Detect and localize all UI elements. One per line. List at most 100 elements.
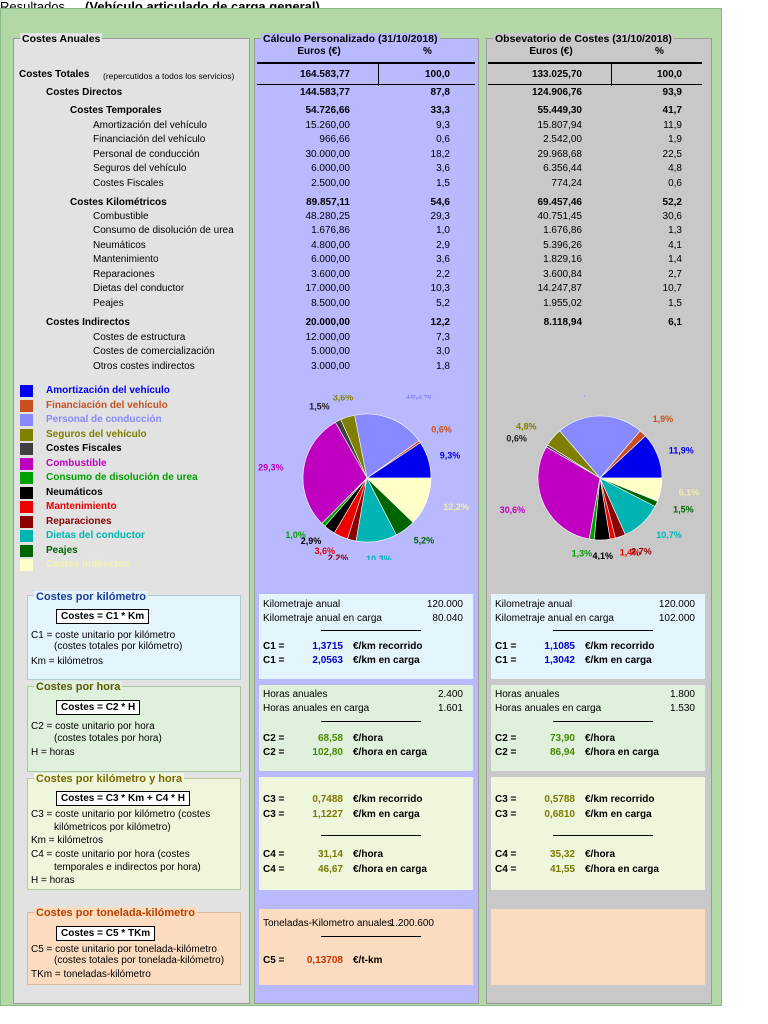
coef-key: C5 = [263, 955, 285, 966]
result-label: Kilometraje anual en carga [263, 613, 382, 624]
cost-row-note: (repercutidos a todos los servicios) [103, 71, 235, 81]
o-pct-value: 1,3 [668, 225, 682, 236]
coef-value: 35,32 [549, 849, 575, 860]
coef-unit: €/hora en carga [353, 747, 427, 758]
o-euros-value: 2.542,00 [543, 134, 582, 145]
coef-value: 73,90 [549, 733, 575, 744]
legend-swatch [20, 414, 33, 426]
pie-data-label: 1,3% [572, 548, 593, 558]
kmh-formula: Costes = C3 * Km + C4 * H [56, 791, 190, 806]
p-euros-value: 30.000,00 [305, 149, 351, 160]
cost-row-label: Costes Indirectos [46, 317, 130, 328]
observatory-pie-chart: 11,9% 1,9% 22,5% 4,8% 0,6% 30,6% 1,3%4,1% 1,4%2… [500, 395, 700, 560]
result-value: 1.200.600 [389, 918, 435, 929]
cost-row-label: Personal de conducción [93, 149, 200, 160]
coef-key: C4 = [495, 849, 517, 860]
p-totals-rule [257, 84, 475, 85]
hora-def1b: (costes totales por hora) [54, 733, 162, 744]
hora-def1: C2 = coste unitario por hora [31, 721, 155, 732]
p-euros-value: 5.000,00 [311, 346, 350, 357]
legend-label: Peajes [46, 544, 78, 556]
o-pct-value: 4,8 [668, 163, 682, 174]
cost-row-label: Amortización del vehículo [93, 120, 207, 131]
legend-label: Mantenimiento [46, 501, 117, 512]
pie-data-label: 1,5% [673, 505, 694, 515]
coef-key: C4 = [263, 864, 285, 875]
kmh-d1: C3 = coste unitario por kilómetro (coste… [31, 809, 211, 820]
result-value: 1.601 [437, 703, 463, 714]
coef-key: C1 = [495, 655, 517, 666]
p-pct-value: 3,6 [436, 254, 450, 265]
p-euros-value: 966,66 [319, 134, 350, 145]
kmh-d1b: kilómetricos por kilómetro) [54, 822, 171, 833]
o-euros-value: 1.676,86 [543, 225, 582, 236]
cost-row-label: Mantenimiento [93, 254, 159, 265]
p-euros-value: 20.000,00 [305, 317, 351, 328]
coef-key: C3 = [495, 794, 517, 805]
pie-data-label: 22,5% [573, 395, 599, 397]
p-euros-value: 2.500,00 [311, 178, 350, 189]
legend-swatch [20, 530, 33, 542]
coef-value: 0,6810 [544, 809, 575, 820]
legend-label: Dietas del conductor [46, 530, 145, 541]
o-tkm-box [491, 909, 705, 985]
p-euros-value: 3.000,00 [311, 361, 350, 372]
o-pct-value: 100,0 [656, 69, 682, 80]
coef-unit: €/km en carga [585, 655, 652, 666]
p-euros-value: 1.676,86 [311, 225, 350, 236]
kmh-d3b: temporales e indirectos por hora) [54, 862, 201, 873]
pie-data-label: 2,9% [301, 536, 322, 546]
result-label: Kilometraje anual en carga [495, 613, 614, 624]
coef-value: 41,55 [549, 864, 575, 875]
coef-value: 86,94 [549, 747, 575, 758]
o-euros-value: 5.396,26 [543, 240, 582, 251]
coef-unit: €/t-km [353, 955, 383, 966]
pie-data-label: 2,7% [631, 547, 652, 557]
o-pct-value: 93,9 [662, 87, 682, 98]
cost-row-label: Costes de estructura [93, 332, 186, 343]
p-euros-value: 6.000,00 [311, 254, 350, 265]
coef-value: 68,58 [317, 733, 343, 744]
p-col-divider [378, 62, 379, 86]
result-value: 80.040 [432, 613, 463, 624]
o-euros-value: 69.457,46 [537, 197, 583, 208]
o-euros-value: 8.118,94 [543, 317, 582, 328]
p-header-rule [257, 62, 475, 64]
result-value: 2.400 [437, 689, 463, 700]
o-header-rule [488, 62, 702, 64]
result-label: Toneladas-Kilometro anuales [263, 918, 392, 929]
p-pct-value: 2,2 [436, 269, 450, 280]
coef-unit: €/km recorrido [353, 794, 423, 805]
p-pct-value: 2,9 [436, 240, 450, 251]
o-col-divider [611, 62, 612, 86]
p-pct-value: 100,0 [424, 69, 450, 80]
coef-key: C3 = [495, 809, 517, 820]
hora-section-title: Costes por hora [34, 681, 123, 693]
pie-data-label: 3,6% [314, 546, 335, 556]
p-pct-value: 29,3 [430, 211, 450, 222]
km-def2: Km = kilómetros [31, 656, 103, 667]
p-pct-value: 33,3 [430, 105, 450, 116]
p-euros-value: 15.260,00 [305, 120, 351, 131]
p-pct-value: 7,3 [436, 332, 450, 343]
pie-data-label: 5,2% [414, 536, 435, 546]
observatory-heading: Obsevatorio de Costes (31/10/2018) [493, 33, 674, 45]
o-pct-value: 1,5 [668, 298, 682, 309]
o-euros-value: 14.247,87 [537, 283, 583, 294]
result-value: 120.000 [426, 599, 463, 610]
p-euros-value: 12.000,00 [305, 332, 351, 343]
p-euros-value: 3.600,00 [311, 269, 350, 280]
p-pct-value: 10,3 [430, 283, 450, 294]
kmh-d2: Km = kilómetros [31, 835, 103, 846]
coef-unit: €/hora [585, 733, 616, 744]
cost-row-label: Seguros del vehículo [93, 163, 187, 174]
p-pct-value: 54,6 [430, 197, 450, 208]
pie-slice [537, 446, 601, 540]
p-kmh-box [259, 777, 473, 890]
result-label: Horas anuales en carga [263, 703, 370, 714]
pie-data-label: 9,3% [440, 451, 461, 461]
pie-data-label: 3,6% [333, 395, 354, 403]
o-pct-value: 11,9 [663, 120, 682, 131]
result-label: Horas anuales [263, 689, 328, 700]
p-pct-value: 1,5 [436, 178, 450, 189]
